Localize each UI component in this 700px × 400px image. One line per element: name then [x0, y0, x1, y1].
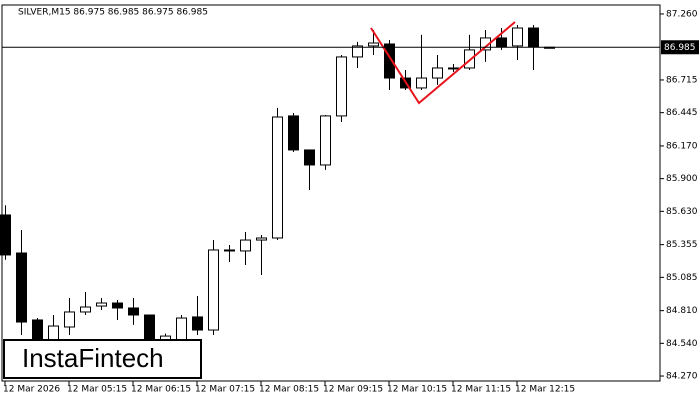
y-tick-label: 86.715 [666, 75, 698, 85]
pattern-line [370, 21, 516, 105]
candle-body [256, 237, 267, 241]
candle-body [96, 302, 107, 307]
current-price-box [661, 40, 699, 55]
candle-body [496, 37, 507, 48]
candle-body [0, 214, 11, 256]
y-tick-label: 87.260 [666, 9, 698, 19]
y-tick-label: 85.900 [666, 174, 698, 184]
x-tick-label: 12 Mar 10:15 [387, 385, 447, 395]
candle-body [528, 27, 539, 48]
candle-body [320, 115, 331, 166]
candle-body [240, 239, 251, 252]
y-tick-label: 84.810 [666, 306, 698, 316]
y-tick-label: 85.630 [666, 207, 698, 217]
candle-body [32, 319, 43, 341]
x-tick-label: 12 Mar 05:15 [67, 385, 127, 395]
candle-body [512, 27, 523, 47]
candle-body [416, 77, 427, 89]
x-tick-label: 12 Mar 11:15 [451, 385, 511, 395]
y-tick-label: 84.540 [666, 339, 698, 349]
candle-body [432, 67, 443, 79]
x-tick-label: 12 Mar 2026 [3, 385, 60, 395]
candle-body [448, 67, 459, 70]
marks [0, 24, 555, 355]
logo: InstaFintech [22, 343, 164, 373]
candle-body [128, 307, 139, 316]
candle-body [64, 311, 75, 328]
current-price-label: 86.985 [664, 43, 696, 53]
x-tick-label: 12 Mar 06:15 [131, 385, 191, 395]
candle-body [288, 115, 299, 151]
candle-body [80, 306, 91, 313]
y-tick-label: 85.355 [666, 240, 698, 250]
y-tick-label: 84.270 [666, 372, 698, 382]
candle-body [208, 249, 219, 331]
candle-body [48, 325, 59, 341]
candle-body [192, 316, 203, 331]
candle-body [112, 302, 123, 309]
plot-frame [1, 4, 661, 382]
candle-body [272, 116, 283, 239]
logo-box [3, 339, 202, 379]
candle-body [224, 249, 235, 252]
x-tick-label: 12 Mar 08:15 [259, 385, 319, 395]
x-tick-label: 12 Mar 09:15 [323, 385, 383, 395]
candle-body [304, 149, 315, 166]
x-tick-label: 12 Mar 12:15 [515, 385, 575, 395]
candle-body [368, 42, 379, 47]
candle-body [336, 56, 347, 117]
y-tick-label: 85.085 [666, 273, 698, 283]
y-tick-label: 86.170 [666, 141, 698, 151]
candle-body [464, 49, 475, 69]
y-tick-label: 86.445 [666, 108, 698, 118]
candle-body [176, 317, 187, 341]
candle-body [384, 43, 395, 79]
candle-body [352, 45, 363, 58]
x-tick-label: 12 Mar 07:15 [195, 385, 255, 395]
candle-body [16, 252, 27, 323]
header: SILVER,M15 86.975 86.985 86.975 86.985 [18, 8, 208, 18]
